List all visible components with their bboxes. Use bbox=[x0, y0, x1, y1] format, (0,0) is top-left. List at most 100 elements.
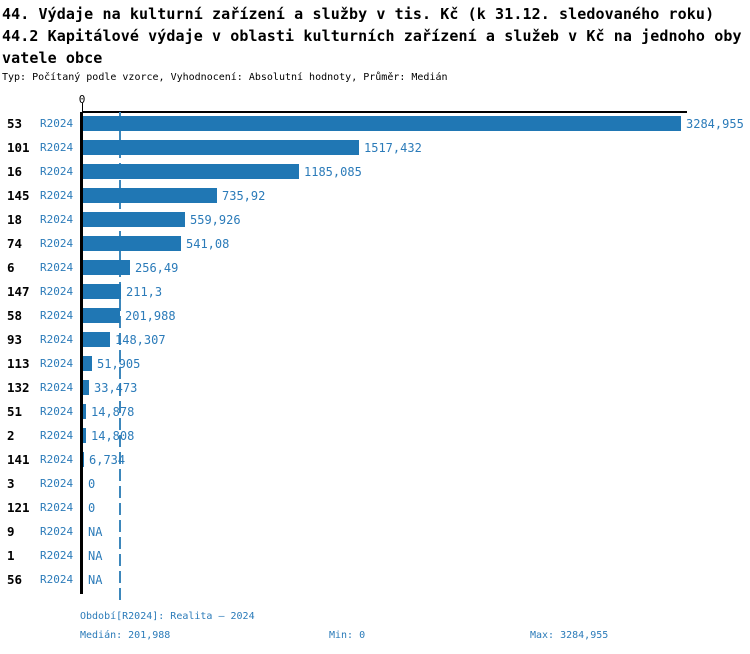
bar-value-label: NA bbox=[88, 573, 103, 587]
x-axis-tick-mark bbox=[82, 103, 83, 112]
row-category-label: 93 bbox=[7, 332, 23, 347]
table-row: 101 R2024 1517,432 bbox=[0, 136, 750, 160]
row-period-label: R2024 bbox=[40, 405, 74, 418]
row-category-label: 9 bbox=[7, 524, 15, 539]
row-period-label: R2024 bbox=[40, 525, 74, 538]
chart-title-line2: 44.2 Kapitálové výdaje v oblasti kulturn… bbox=[2, 27, 742, 45]
bar bbox=[83, 188, 217, 203]
table-row: 145 R2024 735,92 bbox=[0, 184, 750, 208]
row-category-label: 53 bbox=[7, 116, 23, 131]
bar bbox=[83, 284, 121, 299]
row-category-label: 145 bbox=[7, 188, 30, 203]
row-period-label: R2024 bbox=[40, 309, 74, 322]
row-period-label: R2024 bbox=[40, 261, 74, 274]
bar bbox=[83, 380, 89, 395]
x-axis-tick-label-zero: 0 bbox=[78, 93, 86, 106]
row-category-label: 58 bbox=[7, 308, 23, 323]
chart-title-line1: 44. Výdaje na kulturní zařízení a služby… bbox=[2, 5, 715, 23]
row-period-label: R2024 bbox=[40, 381, 74, 394]
row-period-label: R2024 bbox=[40, 165, 74, 178]
row-period-label: R2024 bbox=[40, 237, 74, 250]
table-row: 147 R2024 211,3 bbox=[0, 280, 750, 304]
bar bbox=[83, 140, 359, 155]
table-row: 132 R2024 33,473 bbox=[0, 376, 750, 400]
y-axis-line bbox=[80, 112, 83, 594]
table-row: 113 R2024 51,905 bbox=[0, 352, 750, 376]
table-row: 58 R2024 201,988 bbox=[0, 304, 750, 328]
bar-value-label: 211,3 bbox=[126, 285, 163, 299]
bar bbox=[83, 404, 86, 419]
row-category-label: 6 bbox=[7, 260, 15, 275]
bar bbox=[83, 164, 299, 179]
footer-median-stat: Medián: 201,988 bbox=[80, 630, 171, 641]
bar-value-label: 148,307 bbox=[115, 333, 166, 347]
row-period-label: R2024 bbox=[40, 477, 74, 490]
bar-value-label: 1185,085 bbox=[304, 165, 362, 179]
bar-value-label: 51,905 bbox=[97, 357, 141, 371]
bar bbox=[83, 212, 185, 227]
row-period-label: R2024 bbox=[40, 141, 74, 154]
bar-value-label: NA bbox=[88, 549, 103, 563]
table-row: 16 R2024 1185,085 bbox=[0, 160, 750, 184]
row-category-label: 132 bbox=[7, 380, 30, 395]
chart-title-line3: vatele obce bbox=[2, 49, 103, 67]
row-category-label: 1 bbox=[7, 548, 15, 563]
bar bbox=[83, 236, 181, 251]
bar-value-label: 559,926 bbox=[190, 213, 241, 227]
row-period-label: R2024 bbox=[40, 189, 74, 202]
row-period-label: R2024 bbox=[40, 453, 74, 466]
row-category-label: 113 bbox=[7, 356, 30, 371]
row-category-label: 2 bbox=[7, 428, 15, 443]
bar-value-label: 14,808 bbox=[91, 429, 135, 443]
row-category-label: 101 bbox=[7, 140, 30, 155]
footer-max-stat: Max: 3284,955 bbox=[530, 630, 609, 641]
row-category-label: 51 bbox=[7, 404, 23, 419]
bar-value-label: 14,878 bbox=[91, 405, 135, 419]
table-row: 2 R2024 14,808 bbox=[0, 424, 750, 448]
bar-value-label: 1517,432 bbox=[364, 141, 422, 155]
row-category-label: 141 bbox=[7, 452, 30, 467]
table-row: 3 R2024 0 bbox=[0, 472, 750, 496]
bar-value-label: NA bbox=[88, 525, 103, 539]
row-period-label: R2024 bbox=[40, 117, 74, 130]
table-row: 9 R2024 NA bbox=[0, 520, 750, 544]
bar-value-label: 541,08 bbox=[186, 237, 230, 251]
footer-min-stat: Min: 0 bbox=[329, 630, 366, 641]
row-category-label: 147 bbox=[7, 284, 30, 299]
table-row: 53 R2024 3284,955 bbox=[0, 112, 750, 136]
chart-subtitle-meta: Typ: Počítaný podle vzorce, Vyhodnocení:… bbox=[2, 72, 448, 83]
table-row: 93 R2024 148,307 bbox=[0, 328, 750, 352]
table-row: 18 R2024 559,926 bbox=[0, 208, 750, 232]
row-period-label: R2024 bbox=[40, 573, 74, 586]
row-category-label: 18 bbox=[7, 212, 23, 227]
bar bbox=[83, 116, 681, 131]
bar-value-label: 256,49 bbox=[135, 261, 179, 275]
bar-value-label: 201,988 bbox=[125, 309, 176, 323]
table-row: 1 R2024 NA bbox=[0, 544, 750, 568]
footer-period-label: Období[R2024]: Realita – 2024 bbox=[80, 611, 255, 622]
x-axis-line bbox=[82, 111, 687, 113]
row-category-label: 74 bbox=[7, 236, 23, 251]
bar-value-label: 735,92 bbox=[222, 189, 266, 203]
row-period-label: R2024 bbox=[40, 213, 74, 226]
table-row: 74 R2024 541,08 bbox=[0, 232, 750, 256]
row-period-label: R2024 bbox=[40, 429, 74, 442]
row-period-label: R2024 bbox=[40, 285, 74, 298]
bar bbox=[83, 452, 84, 467]
table-row: 56 R2024 NA bbox=[0, 568, 750, 592]
row-category-label: 3 bbox=[7, 476, 15, 491]
row-period-label: R2024 bbox=[40, 357, 74, 370]
bar-value-label: 33,473 bbox=[94, 381, 138, 395]
bar-value-label: 0 bbox=[88, 501, 96, 515]
table-row: 141 R2024 6,734 bbox=[0, 448, 750, 472]
row-category-label: 16 bbox=[7, 164, 23, 179]
bar bbox=[83, 356, 92, 371]
bar bbox=[83, 332, 110, 347]
table-row: 121 R2024 0 bbox=[0, 496, 750, 520]
bar bbox=[83, 428, 86, 443]
row-period-label: R2024 bbox=[40, 549, 74, 562]
bar-value-label: 3284,955 bbox=[686, 117, 744, 131]
table-row: 51 R2024 14,878 bbox=[0, 400, 750, 424]
bar-value-label: 0 bbox=[88, 477, 96, 491]
